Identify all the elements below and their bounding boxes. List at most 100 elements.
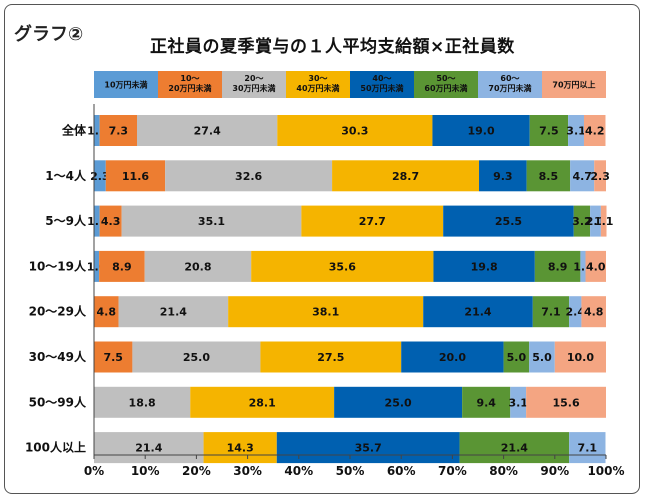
data-label: 20.8	[184, 260, 211, 273]
bar-segment	[260, 341, 402, 373]
bar-segment	[459, 432, 570, 464]
data-label: 4.3	[101, 215, 121, 228]
bar-segment	[94, 296, 119, 328]
data-label: 10.0	[567, 351, 594, 364]
legend-swatch-2	[158, 71, 222, 98]
data-label: 3.1	[508, 396, 528, 409]
data-label: 1.1	[594, 215, 614, 228]
bar-segment	[94, 160, 106, 192]
bar-segment	[432, 115, 530, 146]
data-label: 7.5	[539, 125, 559, 138]
bar-segment	[94, 386, 191, 418]
bar-segment	[94, 115, 100, 146]
legend-label-3: 20～ 30万円未満	[232, 74, 275, 93]
x-tick-label: 40%	[284, 464, 313, 478]
bar-segment	[203, 432, 277, 464]
legend-swatch-3	[222, 71, 286, 98]
bar-segment	[529, 341, 555, 373]
bar-segment	[532, 296, 570, 328]
bar-segment	[99, 250, 145, 282]
category-label: 全体	[61, 123, 87, 138]
legend-swatch-5	[350, 71, 414, 98]
data-label: 14.3	[227, 442, 254, 455]
bar-segment	[569, 432, 606, 464]
data-label: 8.9	[548, 260, 568, 273]
bar-segment	[301, 205, 444, 237]
bar-segment	[569, 296, 582, 328]
bar-segment	[580, 250, 586, 282]
x-tick-label: 60%	[387, 464, 416, 478]
data-label: 38.1	[312, 306, 339, 319]
bar-segment	[526, 386, 606, 418]
bar-segment	[510, 386, 527, 418]
x-tick-label: 50%	[336, 464, 365, 478]
bar-segment	[534, 250, 581, 282]
bar-segment	[137, 115, 278, 146]
data-label: 35.7	[355, 442, 382, 455]
bar-segment	[332, 160, 480, 192]
figure-label: グラフ②	[14, 24, 84, 45]
bar-segment	[165, 160, 333, 192]
data-label: 27.7	[359, 215, 386, 228]
bar-segment	[554, 341, 606, 373]
data-label: 19.0	[468, 125, 495, 138]
bar-segment	[570, 160, 595, 192]
bar-segment	[144, 250, 252, 282]
bar-segment	[132, 341, 261, 373]
bar-segment	[401, 341, 504, 373]
data-label: 32.6	[235, 170, 262, 183]
bar-segment	[94, 432, 204, 464]
bar-segment	[118, 296, 229, 328]
data-label: 3.1	[566, 125, 586, 138]
data-label: 9.4	[476, 396, 496, 409]
bar-segment	[590, 205, 601, 237]
data-label: 28.7	[392, 170, 419, 183]
legend-label-8: 70万円以上	[552, 80, 595, 90]
legend-swatch-6	[414, 71, 478, 98]
data-label: 15.6	[552, 396, 579, 409]
bar-segment	[251, 250, 434, 282]
data-label: 20.0	[439, 351, 466, 364]
data-label: 25.0	[385, 396, 412, 409]
x-tick-label: 80%	[489, 464, 518, 478]
data-label: 7.1	[578, 442, 598, 455]
bar-segment	[190, 386, 335, 418]
data-label: 35.6	[329, 260, 356, 273]
x-tick-label: 0%	[84, 464, 104, 478]
bar-segment	[94, 205, 100, 237]
bar-segment	[276, 432, 460, 464]
data-label: 7.1	[541, 306, 561, 319]
legend-label-2: 10～ 20万円未満	[168, 74, 211, 93]
data-label: 35.1	[198, 215, 225, 228]
bar-segment	[600, 205, 607, 237]
legend-label-5: 40～ 50万円未満	[360, 74, 403, 93]
x-tick-label: 90%	[540, 464, 569, 478]
data-label: 9.3	[493, 170, 513, 183]
data-label: 19.8	[471, 260, 498, 273]
bar-segment	[228, 296, 424, 328]
bar-segment	[479, 160, 527, 192]
bar-segment	[526, 160, 571, 192]
legend-swatch-8	[542, 71, 606, 98]
data-label: 21.4	[160, 306, 187, 319]
x-tick-label: 30%	[233, 464, 262, 478]
bar-segment	[99, 205, 122, 237]
bar-segment	[443, 205, 574, 237]
bar-segment	[334, 386, 463, 418]
bar-segment	[105, 160, 166, 192]
x-tick-label: 10%	[131, 464, 160, 478]
data-label: 28.1	[249, 396, 276, 409]
data-label: 25.0	[183, 351, 210, 364]
data-label: 8.9	[112, 260, 132, 273]
bar-segment	[568, 115, 584, 146]
legend-swatch-7	[478, 71, 542, 98]
legend-label-4: 30～ 40万円未満	[296, 74, 339, 93]
data-label: 2.3	[90, 170, 110, 183]
chart-title: 正社員の夏季賞与の１人平均支給額×正社員数	[150, 37, 515, 57]
data-label: 18.8	[129, 396, 156, 409]
bar-segment	[121, 205, 302, 237]
bar-segment	[94, 341, 133, 373]
bar-segment	[94, 250, 100, 282]
bar-segment	[585, 250, 606, 282]
